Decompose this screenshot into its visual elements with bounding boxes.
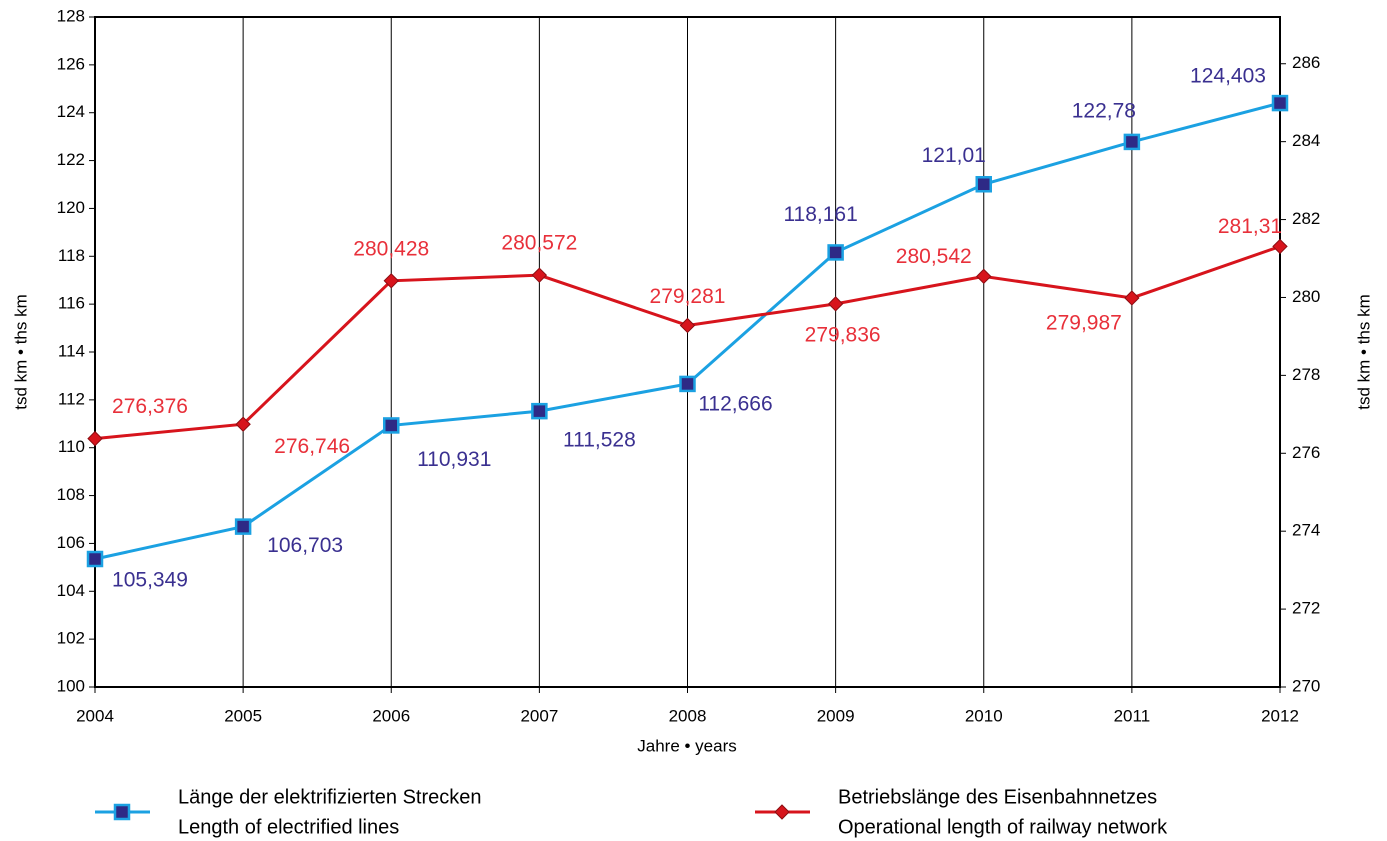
marker [531, 402, 548, 420]
marker [679, 317, 696, 334]
marker [827, 244, 844, 261]
y2-tick-label: 274 [1292, 521, 1320, 540]
y-tick-label: 116 [58, 294, 85, 313]
data-label: 279,281 [650, 285, 726, 308]
data-label: 279,987 [1046, 312, 1122, 335]
marker [975, 176, 992, 193]
y-tick-label: 106 [57, 533, 85, 552]
y2-tick-label: 276 [1292, 443, 1320, 462]
data-label: 118,161 [783, 203, 857, 226]
y2-axis-label: tsd km • ths km [1354, 294, 1373, 410]
y-tick-label: 118 [58, 246, 85, 265]
data-label: 110,931 [417, 448, 491, 471]
marker [1124, 290, 1140, 306]
x-tick-label: 2005 [224, 706, 262, 725]
y-tick-label: 128 [57, 6, 85, 25]
y-tick-label: 104 [57, 581, 85, 600]
y-axis-label: tsd km • ths km [11, 294, 30, 410]
plot-frame [94, 16, 1281, 688]
x-tick-label: 2008 [669, 706, 707, 725]
data-label: 280,428 [353, 237, 429, 260]
y-tick-label: 108 [57, 485, 85, 504]
x-tick-label: 2012 [1261, 706, 1299, 725]
y2-tick-label: 270 [1292, 676, 1320, 695]
y-tick-label: 100 [57, 676, 85, 695]
x-tick-label: 2007 [520, 706, 558, 725]
marker [976, 268, 992, 285]
x-tick-label: 2011 [1114, 706, 1151, 725]
marker [235, 416, 251, 432]
data-label: 276,746 [274, 435, 350, 458]
y-tick-label: 120 [57, 198, 85, 217]
marker [827, 296, 844, 312]
x-tick-label: 2006 [372, 706, 410, 725]
y2-tick-label: 286 [1292, 53, 1320, 72]
marker [1271, 94, 1289, 112]
marker [87, 430, 103, 447]
marker [86, 550, 104, 568]
legend-label: Operational length of railway network [838, 816, 1168, 838]
marker [383, 417, 400, 434]
x-tick-label: 2009 [817, 706, 855, 725]
marker [113, 803, 131, 821]
marker [1123, 133, 1141, 151]
y-tick-label: 110 [58, 437, 85, 456]
x-tick-label: 2004 [76, 706, 114, 725]
marker [234, 518, 252, 535]
data-label: 276,376 [112, 395, 188, 418]
x-axis-label: Jahre • years [637, 736, 737, 755]
marker [774, 804, 790, 820]
legend-label: Betriebslänge des Eisenbahnnetzes [838, 786, 1157, 808]
data-label: 281,31 [1218, 215, 1282, 238]
marker [1272, 238, 1288, 255]
marker [383, 273, 399, 289]
y2-tick-label: 282 [1292, 209, 1320, 228]
data-label: 111,528 [563, 429, 636, 452]
legend-label: Länge der elektrifizierten Strecken [178, 786, 482, 808]
marker [679, 375, 696, 393]
x-tick-label: 2010 [965, 706, 1003, 725]
data-label: 121,01 [922, 144, 986, 167]
y-tick-label: 112 [58, 389, 85, 408]
y-tick-label: 126 [57, 54, 85, 73]
data-label: 279,836 [805, 323, 881, 346]
data-label: 280,572 [501, 232, 577, 255]
y-tick-label: 102 [57, 629, 85, 648]
y-tick-label: 114 [58, 341, 85, 360]
data-label: 124,403 [1190, 65, 1266, 88]
y2-tick-label: 284 [1292, 131, 1320, 150]
y2-tick-label: 278 [1292, 365, 1320, 384]
marker [531, 267, 548, 283]
data-label: 112,666 [698, 392, 772, 415]
data-label: 106,703 [267, 534, 343, 557]
data-label: 122,78 [1072, 99, 1136, 122]
data-label: 105,349 [112, 569, 188, 592]
y-tick-label: 122 [57, 150, 85, 169]
data-label: 280,542 [896, 245, 972, 268]
y2-tick-label: 280 [1292, 287, 1320, 306]
legend-label: Length of electrified lines [178, 816, 399, 838]
y-tick-label: 124 [57, 102, 85, 121]
y2-tick-label: 272 [1292, 599, 1320, 618]
